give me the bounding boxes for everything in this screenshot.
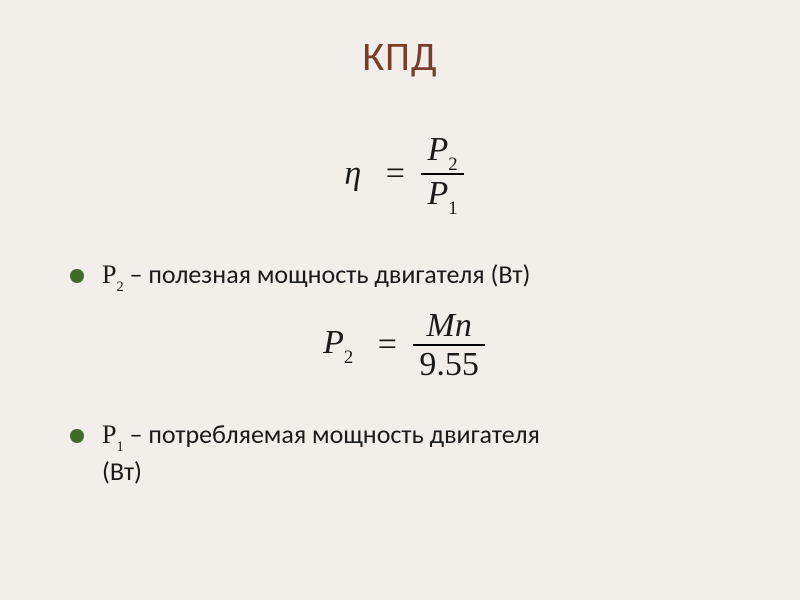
p1-var: P (102, 420, 116, 449)
eta-den-sub: 1 (448, 198, 457, 219)
eta-lhs: η (344, 155, 361, 192)
p2-sub: 2 (116, 279, 123, 295)
eta-num-sub: 2 (448, 154, 457, 175)
p2-var: P (102, 260, 116, 289)
p1-desc-a: – потребляемая мощность двигателя (124, 418, 540, 450)
p2f-num-n: n (455, 307, 472, 344)
eta-num-var: P (427, 131, 448, 168)
formula-p2: P2 = Mn 9.55 (0, 295, 800, 384)
bullet-p2: P2 – полезная мощность двигателя (Вт) (70, 258, 760, 295)
p2-desc: – полезная мощность двигателя (Вт) (124, 258, 531, 290)
formula-eta: η = P2 P1 (0, 81, 800, 218)
p2f-den: 9.55 (413, 344, 485, 383)
p1-desc-b: (Вт) (102, 455, 800, 487)
p2f-lhs-var: P (323, 324, 344, 361)
slide-title: КПД (0, 0, 800, 81)
p2f-lhs-sub: 2 (344, 347, 353, 368)
eta-den-var: P (427, 175, 448, 212)
bullet-dot-icon (70, 429, 84, 443)
bullet-p1: P1 – потребляемая мощность двигателя (70, 418, 760, 455)
bullet-dot-icon (70, 269, 84, 283)
p1-sub: 1 (116, 439, 123, 455)
p2f-num-M: M (426, 307, 454, 344)
